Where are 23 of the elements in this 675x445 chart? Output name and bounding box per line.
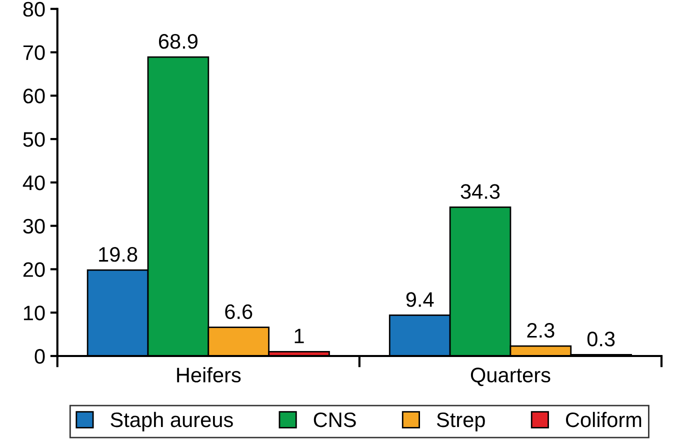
- data-label: 34.3: [460, 184, 500, 199]
- x-tick-label: Quarters: [470, 368, 550, 386]
- data-label: 19.8: [99, 247, 138, 262]
- legend-label: Strep: [436, 412, 485, 432]
- legend-label: CNS: [314, 412, 356, 428]
- y-tick-label: 30: [23, 218, 45, 234]
- y-tick-label: 80: [23, 2, 45, 17]
- y-tick-label: 10: [24, 306, 45, 320]
- data-label: 6.6: [225, 304, 252, 320]
- y-tick-label: 40: [22, 175, 45, 190]
- legend-label: Staph aureus: [110, 412, 233, 432]
- data-label: 2.3: [527, 322, 554, 338]
- legend-label: Coliform: [566, 412, 642, 428]
- y-tick-label: 70: [23, 45, 45, 60]
- y-tick-label: 20: [23, 262, 45, 277]
- y-tick-label: 50: [23, 132, 45, 147]
- data-label: 1: [294, 328, 304, 344]
- y-tick-label: 0: [34, 349, 45, 364]
- data-label: 68.9: [158, 34, 198, 49]
- data-label: 9.4: [406, 292, 434, 307]
- y-tick-label: 60: [23, 88, 45, 104]
- data-label: 0.3: [587, 332, 615, 346]
- x-tick-label: Heifers: [177, 367, 241, 382]
